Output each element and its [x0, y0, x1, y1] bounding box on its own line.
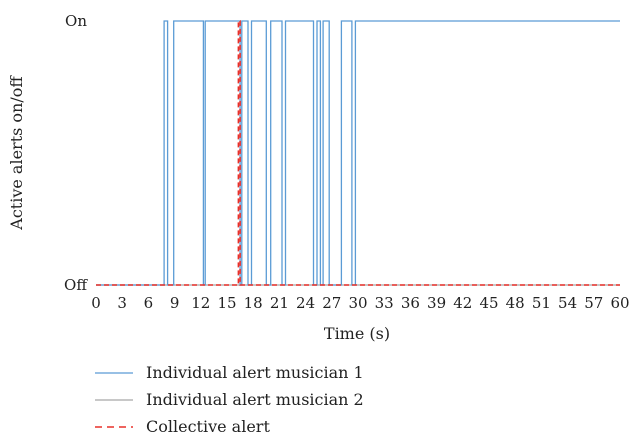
x-tick-label: 21	[270, 294, 289, 312]
x-tick-label: 15	[217, 294, 236, 312]
x-tick-label: 54	[558, 294, 577, 312]
x-tick-label: 24	[296, 294, 315, 312]
y-tick-label: On	[65, 12, 87, 30]
y-tick-label: Off	[64, 276, 88, 294]
x-tick-label: 42	[453, 294, 472, 312]
legend-label-3: Collective alert	[146, 417, 270, 436]
x-tick-label: 0	[91, 294, 101, 312]
plot-area	[96, 20, 620, 286]
x-tick-label: 9	[170, 294, 180, 312]
x-tick-label: 27	[322, 294, 341, 312]
x-tick-label: 6	[144, 294, 154, 312]
x-tick-label: 48	[506, 294, 525, 312]
x-tick-labels: 0 3 6 9 12 15 18 21 24 27 30 33 36 39 42 45 48 51 54 57 60	[91, 294, 629, 312]
legend-label-1: Individual alert musician 1	[146, 363, 364, 382]
y-axis-title: Active alerts on/off	[7, 75, 26, 231]
x-tick-label: 18	[244, 294, 263, 312]
x-axis-title: Time (s)	[324, 324, 390, 343]
x-tick-label: 12	[191, 294, 210, 312]
x-tick-label: 57	[584, 294, 603, 312]
x-tick-label: 51	[532, 294, 551, 312]
x-tick-label: 3	[117, 294, 127, 312]
y-tick-labels: Off On	[64, 12, 88, 294]
legend: Individual alert musician 1 Individual al…	[95, 363, 364, 436]
series-line-1	[96, 20, 620, 286]
x-tick-label: 45	[479, 294, 498, 312]
x-tick-label: 39	[427, 294, 446, 312]
legend-label-2: Individual alert musician 2	[146, 390, 364, 409]
x-tick-label: 33	[375, 294, 394, 312]
x-tick-label: 30	[348, 294, 367, 312]
x-tick-label: 60	[610, 294, 629, 312]
series-line-3	[96, 20, 620, 286]
x-tick-label: 36	[401, 294, 420, 312]
